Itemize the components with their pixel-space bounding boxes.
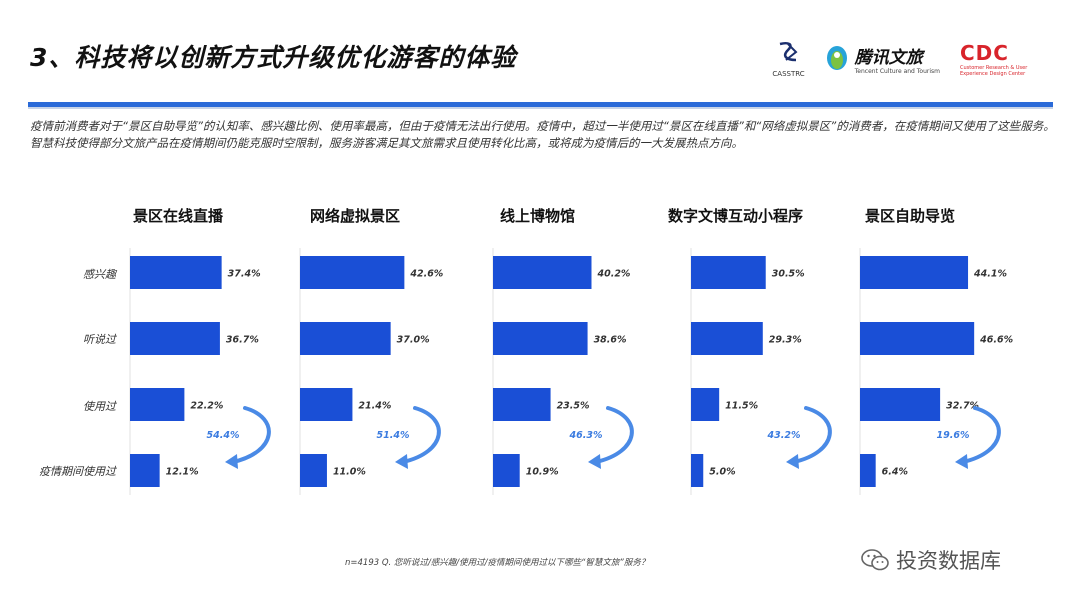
chart-4-bar-1	[691, 256, 766, 289]
chart-4-conversion-arrow	[792, 406, 832, 464]
chart-2-conversion-arrowhead	[395, 454, 408, 469]
chart-1-bar-3-label: 22.2%	[190, 401, 223, 412]
chart-3-conversion-arrow	[594, 406, 634, 464]
cdc-sublabel: Customer Research & User Experience Desi…	[960, 65, 1028, 77]
chart-4-bar-3	[691, 388, 720, 421]
chart-5-bar-2-label: 46.6%	[979, 335, 1013, 346]
page-title: 3、科技将以创新方式升级优化游客的体验	[30, 43, 517, 72]
chart-1-bar-3	[130, 388, 185, 421]
chart-title-1: 景区在线直播	[133, 207, 224, 225]
chart-1-conversion-arrowhead	[225, 454, 238, 469]
header-rule-shadow	[28, 107, 1053, 109]
chart-5-conversion-arrowhead	[955, 454, 968, 469]
chart-2-bar-1-label: 42.6%	[409, 269, 443, 280]
logo-group: CASSTRC 腾讯文旅 Tencent Culture and Tourism…	[772, 40, 1040, 78]
chart-3-bar-1-label: 40.2%	[596, 269, 630, 280]
chart-3-bar-4-label: 10.9%	[526, 467, 559, 478]
tencent-logo: 腾讯文旅 Tencent Culture and Tourism	[825, 43, 940, 75]
chart-4-bar-1-label: 30.5%	[772, 269, 805, 280]
chart-5-bar-2	[860, 322, 975, 355]
chart-2-bar-3	[300, 388, 353, 421]
tencent-sublabel: Tencent Culture and Tourism	[854, 68, 940, 75]
chart-2-bar-4-label: 11.0%	[333, 467, 366, 478]
chart-2-bar-2	[300, 322, 391, 355]
chart-4-bar-3-label: 11.5%	[725, 401, 758, 412]
chart-5-bar-1	[860, 256, 969, 289]
watermark: 投资数据库	[860, 545, 1001, 575]
chart-1-bar-4	[130, 454, 160, 487]
chart-3-bar-4	[493, 454, 520, 487]
chart-title-2: 网络虚拟景区	[310, 207, 401, 225]
chart-4-bar-4	[691, 454, 704, 487]
chart-3-bar-3-label: 23.5%	[557, 401, 590, 412]
casstrc-logo: CASSTRC	[772, 40, 805, 78]
chart-5-bar-3-label: 32.7%	[946, 401, 979, 412]
chart-1-bar-1-label: 37.4%	[228, 269, 261, 280]
chart-1-bar-1	[130, 256, 222, 289]
chart-2-conversion-label: 51.4%	[377, 430, 410, 441]
chart-3-bar-2	[493, 322, 588, 355]
chart-2-bar-3-label: 21.4%	[358, 401, 391, 412]
cdc-logo: CDC Customer Research & User Experience …	[960, 41, 1040, 77]
chart-title-3: 线上博物馆	[500, 207, 576, 225]
chart-2-bar-2-label: 37.0%	[397, 335, 430, 346]
chart-1-conversion-label: 54.4%	[207, 430, 240, 441]
footnote: n=4193 Q. 您听说过/感兴趣/使用过/疫情期间使用过以下哪些“智慧文旅”…	[345, 558, 650, 568]
chart-3-conversion-arrowhead	[588, 454, 601, 469]
intro-paragraph: 疫情前消费者对于“景区自助导览”的认知率、感兴趣比例、使用率最高，但由于疫情无法…	[30, 119, 1055, 150]
chart-4-bar-2-label: 29.3%	[769, 335, 802, 346]
chart-title-5: 景区自助导览	[865, 207, 956, 225]
chart-4-bar-2	[691, 322, 763, 355]
chart-2-bar-4	[300, 454, 327, 487]
cdc-label: CDC	[960, 41, 1009, 65]
watermark-text: 投资数据库	[896, 549, 1001, 573]
chart-1-bar-2	[130, 322, 220, 355]
chart-4-conversion-label: 43.2%	[767, 430, 801, 441]
row-label-heard: 听说过	[83, 333, 116, 346]
chart-title-4: 数字文博互动小程序	[668, 207, 804, 225]
chart-3-bar-3	[493, 388, 551, 421]
chart-3-conversion-label: 46.3%	[569, 430, 603, 441]
row-label-used: 使用过	[83, 400, 116, 413]
chart-3-bar-2-label: 38.6%	[594, 335, 627, 346]
chart-1-bar-2-label: 36.7%	[226, 335, 259, 346]
chart-5-conversion-arrow	[961, 406, 1001, 464]
casstrc-label: CASSTRC	[772, 70, 805, 78]
chart-2-conversion-arrow	[401, 406, 441, 464]
chart-5-bar-4-label: 6.4%	[882, 467, 908, 478]
header-rule	[28, 102, 1053, 107]
row-label-used-during-epidemic: 疫情期间使用过	[39, 465, 116, 478]
tencent-icon	[826, 46, 847, 70]
chart-4-bar-4-label: 5.0%	[709, 467, 735, 478]
casstrc-icon	[779, 42, 798, 62]
chart-1-conversion-arrow	[231, 406, 271, 464]
chart-5-bar-4	[860, 454, 876, 487]
chart-2-bar-1	[300, 256, 405, 289]
tencent-label: 腾讯文旅	[854, 48, 923, 68]
chart-4-conversion-arrowhead	[786, 454, 799, 469]
chart-5-bar-3	[860, 388, 941, 421]
chart-1-bar-4-label: 12.1%	[166, 467, 199, 478]
wechat-icon	[861, 549, 889, 571]
chart-5-conversion-label: 19.6%	[937, 430, 970, 441]
chart-3-bar-1	[493, 256, 592, 289]
chart-5-bar-1-label: 44.1%	[973, 269, 1007, 280]
row-label-interested: 感兴趣	[83, 268, 116, 281]
